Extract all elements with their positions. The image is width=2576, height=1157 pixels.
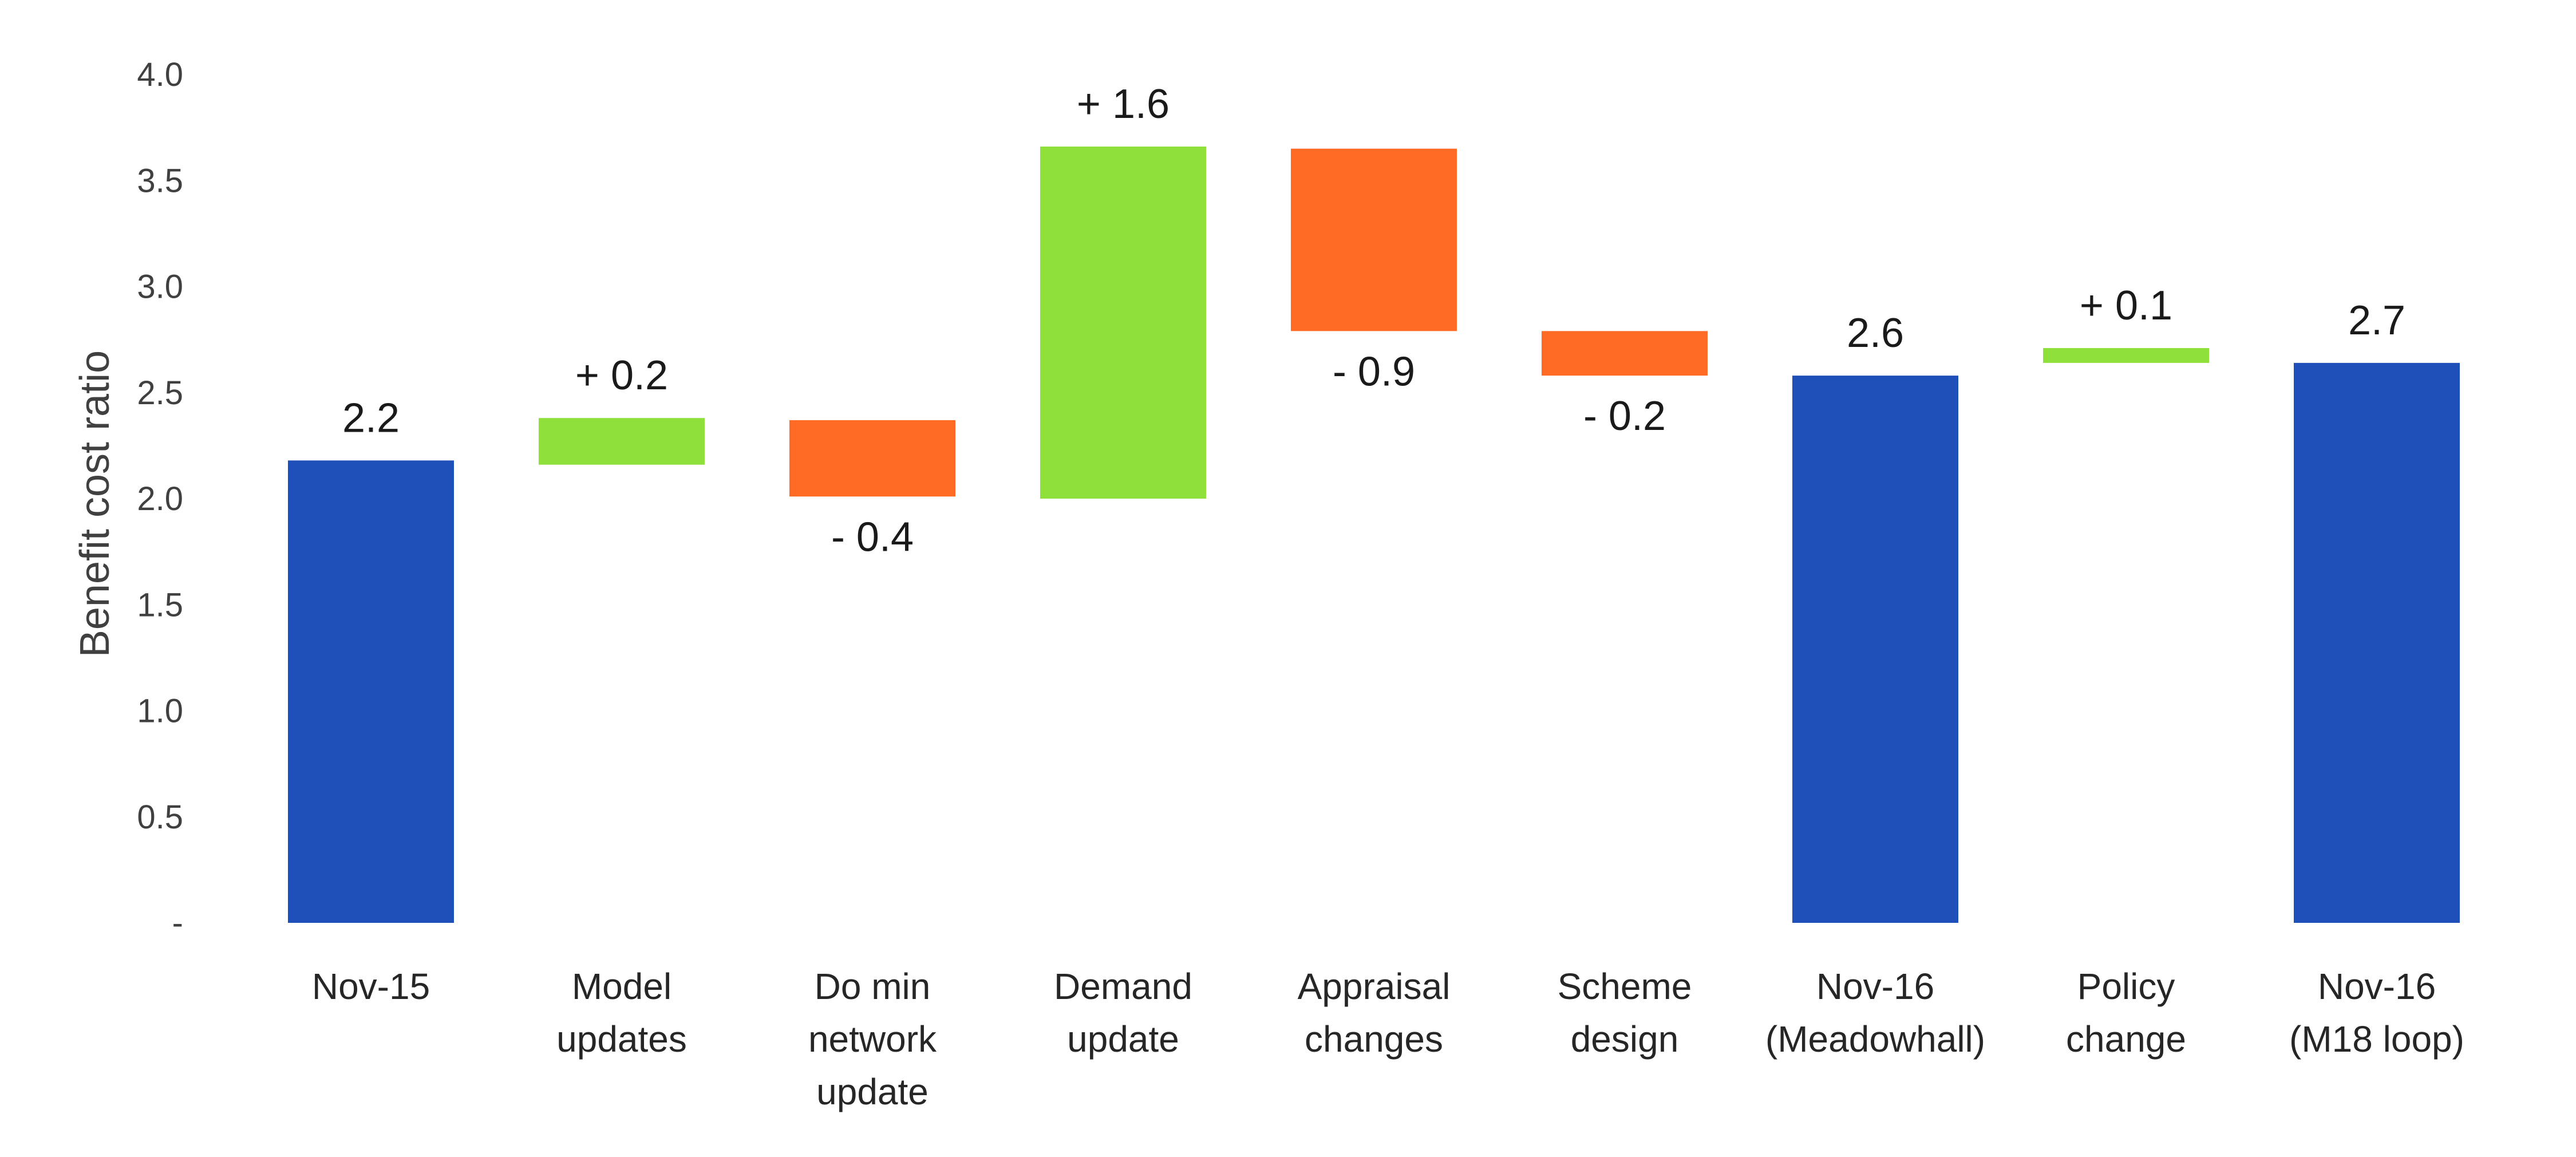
x-tick-label: Nov-15: [312, 966, 430, 1007]
x-tick-label: change: [2066, 1018, 2186, 1060]
x-tick-label: changes: [1305, 1018, 1443, 1060]
data-label: - 0.4: [831, 514, 914, 560]
y-tick-label: 4.0: [137, 56, 183, 93]
bar-increase: [1040, 146, 1206, 499]
x-tick-label: design: [1571, 1018, 1679, 1060]
y-tick-label: 1.5: [137, 586, 183, 623]
y-tick-label: 3.5: [137, 162, 183, 199]
y-tick-label: -: [172, 905, 183, 942]
y-tick-label: 1.0: [137, 693, 183, 730]
data-label: - 0.2: [1583, 393, 1666, 439]
x-axis-labels: Nov-15 Model updates Do min network update Dem…: [312, 966, 2464, 1112]
bar-total: [1792, 376, 1958, 923]
x-tick-label: Nov-16: [1816, 966, 1934, 1007]
data-label: 2.7: [2348, 298, 2405, 343]
y-axis-ticks: - 0.5 1.0 1.5 2.0 2.5 3.0 3.5 4.0: [137, 56, 183, 942]
data-label: - 0.9: [1333, 349, 1415, 394]
y-tick-label: 3.0: [137, 268, 183, 306]
x-tick-label: Do min: [815, 966, 931, 1007]
x-tick-label: Policy: [2077, 966, 2175, 1007]
data-label: + 0.2: [575, 353, 668, 398]
bar-decrease: [1291, 148, 1457, 331]
x-tick-label: Nov-16: [2318, 966, 2436, 1007]
bar-total: [288, 460, 454, 923]
data-labels-group: 2.2 + 0.2 - 0.4 + 1.6 - 0.9 - 0.2 2.6 + 0.1 2.7: [342, 81, 2405, 560]
y-axis-title: Benefit cost ratio: [72, 350, 118, 657]
x-tick-label: updates: [556, 1018, 687, 1060]
y-tick-label: 2.5: [137, 374, 183, 412]
x-tick-label: (Meadowhall): [1765, 1018, 1985, 1060]
x-tick-label: (M18 loop): [2289, 1018, 2464, 1060]
bar-increase: [2043, 348, 2209, 363]
bar-decrease: [789, 420, 955, 497]
data-label: 2.2: [342, 395, 400, 441]
bar-total: [2294, 362, 2460, 923]
x-tick-label: Scheme: [1558, 966, 1692, 1007]
bars-group: [288, 146, 2460, 923]
x-tick-label: Appraisal: [1298, 966, 1451, 1007]
x-tick-label: Demand: [1054, 966, 1192, 1007]
x-tick-label: update: [1067, 1018, 1179, 1060]
x-tick-label: network: [808, 1018, 937, 1060]
bar-increase: [539, 418, 705, 465]
data-label: + 0.1: [2080, 283, 2172, 329]
data-label: + 1.6: [1077, 81, 1170, 127]
x-tick-label: Model: [572, 966, 671, 1007]
bar-decrease: [1542, 331, 1708, 376]
y-tick-label: 0.5: [137, 799, 183, 836]
x-tick-label: update: [816, 1071, 929, 1112]
data-label: 2.6: [1847, 310, 1904, 356]
y-tick-label: 2.0: [137, 480, 183, 518]
